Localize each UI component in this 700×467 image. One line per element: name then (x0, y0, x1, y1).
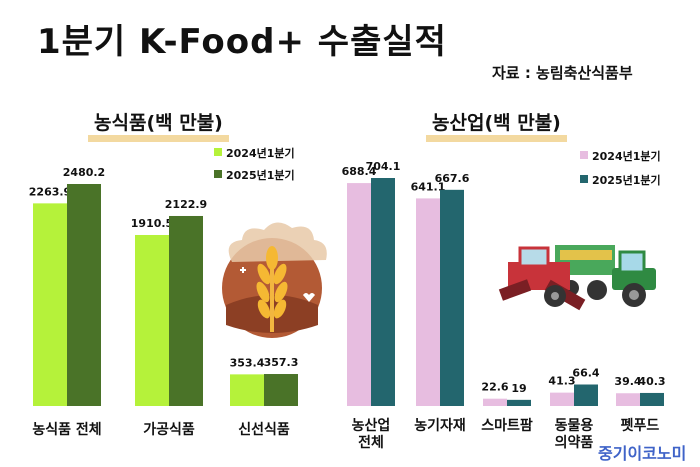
agri-category-label: 농산업 전체 (352, 417, 391, 451)
agri-legend-swatch (580, 175, 588, 183)
agri-bar (574, 384, 598, 406)
agri-category-label: 농기자재 (414, 418, 466, 434)
agri-bar (550, 392, 574, 406)
food-data-label: 2122.9 (165, 198, 207, 211)
page-title: 1분기 K-Food+ 수출실적 (37, 22, 447, 62)
food-legend-label: 2024년1분기 (226, 146, 295, 160)
agri-bar (507, 399, 531, 406)
agri-data-label: 688.4 (342, 165, 377, 178)
source-label: 자료 : 농림축산식품부 (492, 64, 633, 82)
agri-bar (416, 198, 440, 406)
agri-category-label: 펫푸드 (621, 417, 660, 434)
watermark: 중기이코노미 (598, 444, 687, 463)
agri-data-label: 704.1 (366, 160, 401, 173)
tractor-illustration (498, 245, 656, 311)
food-category-label: 신선식품 (238, 422, 290, 438)
food-category-label: 농식품 전체 (32, 421, 101, 438)
agri-legend-swatch (580, 151, 588, 159)
agri-chart-title: 농산업(백 만불) (426, 111, 567, 142)
food-bar (67, 184, 101, 406)
food-data-label: 2480.2 (63, 166, 105, 179)
agri-bar (483, 398, 507, 406)
agri-data-label: 641.1 (411, 180, 446, 193)
agri-bar (347, 183, 371, 406)
food-bar (264, 374, 298, 406)
agri-bar (371, 178, 395, 406)
food-legend-swatch (214, 170, 222, 178)
food-legend-label: 2025년1분기 (226, 168, 295, 182)
food-chart-title: 농식품(백 만불) (88, 111, 229, 142)
agri-data-label: 40.3 (638, 375, 665, 388)
wheat-illustration (222, 222, 327, 338)
agri-data-label: 41.3 (548, 375, 575, 388)
food-bar (230, 374, 264, 406)
food-bar (33, 203, 67, 406)
agri-bar (640, 392, 664, 406)
agri-category-label: 스마트팜 (481, 417, 533, 434)
agri-data-label: 667.6 (435, 172, 470, 185)
food-data-label: 353.4 (230, 356, 265, 369)
food-category-label: 가공식품 (143, 422, 195, 438)
food-data-label: 1910.5 (131, 217, 173, 230)
agri-bar (440, 189, 464, 406)
agri-data-label: 19 (511, 382, 526, 395)
food-bar (135, 234, 169, 406)
agri-data-label: 66.4 (572, 366, 599, 379)
food-data-label: 357.3 (264, 356, 299, 369)
food-data-label: 2263.9 (29, 185, 71, 198)
agri-category-label: 동물용 의약품 (555, 418, 594, 451)
agri-legend-label: 2024년1분기 (592, 149, 661, 163)
food-bar (169, 215, 203, 406)
agri-data-label: 22.6 (481, 381, 508, 394)
agri-bar (616, 393, 640, 406)
food-legend-swatch (214, 148, 222, 156)
agri-data-label: 39.4 (614, 375, 641, 388)
agri-legend-label: 2025년1분기 (592, 173, 661, 187)
